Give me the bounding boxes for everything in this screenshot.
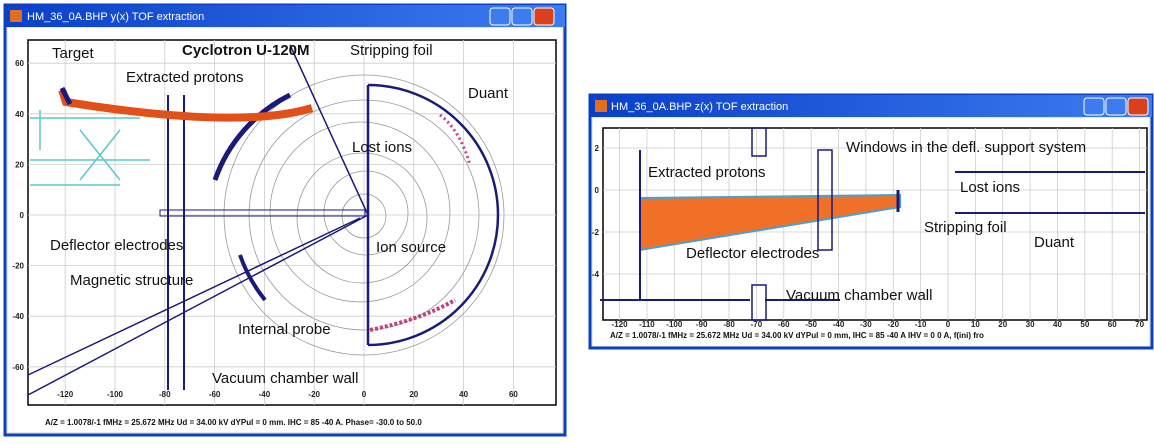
y-tick-label: -4 xyxy=(592,270,600,279)
x-tick-label: -10 xyxy=(915,320,927,329)
annotation: Extracted protons xyxy=(648,164,766,181)
app-icon xyxy=(10,10,22,22)
maximize-button[interactable] xyxy=(512,8,532,25)
window-title: HM_36_0A.BHP y(x) TOF extraction xyxy=(27,11,204,23)
x-tick-label: -120 xyxy=(612,320,629,329)
x-tick-label: -100 xyxy=(666,320,683,329)
x-tick-label: 70 xyxy=(1135,320,1144,329)
y-tick-label: 2 xyxy=(595,144,600,153)
x-tick-label: 10 xyxy=(971,320,980,329)
annotation: Lost ions xyxy=(960,179,1020,196)
annotation: Internal probe xyxy=(238,321,331,338)
app-icon xyxy=(595,100,607,112)
x-tick-label: -80 xyxy=(159,390,171,399)
x-tick-label: -20 xyxy=(308,390,320,399)
y-tick-label: -2 xyxy=(592,228,600,237)
x-tick-label: 60 xyxy=(1108,320,1117,329)
y-tick-label: 0 xyxy=(20,211,25,220)
x-tick-label: -50 xyxy=(805,320,817,329)
status-footer: A/Z = 1.0078/-1 fMHz = 25.672 MHz Ud = 3… xyxy=(45,418,422,427)
maximize-button[interactable] xyxy=(1106,98,1126,115)
x-tick-label: 60 xyxy=(509,390,518,399)
window-title: HM_36_0A.BHP z(x) TOF extraction xyxy=(611,101,788,113)
x-tick-label: -20 xyxy=(887,320,899,329)
x-tick-label: 30 xyxy=(1026,320,1035,329)
x-tick-label: 0 xyxy=(362,390,367,399)
x-tick-label: 40 xyxy=(459,390,468,399)
y-tick-label: -60 xyxy=(12,363,24,372)
annotation: Ion source xyxy=(376,239,446,256)
x-tick-label: 40 xyxy=(1053,320,1062,329)
x-tick-label: -40 xyxy=(259,390,271,399)
annotation: Duant xyxy=(1034,234,1075,251)
minimize-button[interactable] xyxy=(1084,98,1104,115)
x-tick-label: 0 xyxy=(946,320,951,329)
annotation: Deflector electrodes xyxy=(686,245,819,262)
x-tick-label: -90 xyxy=(696,320,708,329)
annotation: Extracted protons xyxy=(126,69,244,86)
y-tick-label: 60 xyxy=(15,59,24,68)
screenshot: HM_36_0A.BHP y(x) TOF extraction HM_36_0… xyxy=(0,0,1154,439)
x-tick-label: -60 xyxy=(778,320,790,329)
annotation: Deflector electrodes xyxy=(50,237,183,254)
annotation: Windows in the defl. support system xyxy=(846,139,1086,156)
annotation: Vacuum chamber wall xyxy=(786,287,932,304)
x-tick-label: -80 xyxy=(723,320,735,329)
annotation: Stripping foil xyxy=(924,219,1007,236)
annotation: Duant xyxy=(468,85,509,102)
x-tick-label: 50 xyxy=(1080,320,1089,329)
x-tick-label: -60 xyxy=(209,390,221,399)
annotation: Stripping foil xyxy=(350,42,433,59)
x-tick-label: -110 xyxy=(639,320,655,329)
annotation: Magnetic structure xyxy=(70,272,193,289)
minimize-button[interactable] xyxy=(490,8,510,25)
close-button[interactable] xyxy=(1128,98,1148,115)
x-tick-label: -40 xyxy=(833,320,845,329)
x-tick-label: -120 xyxy=(57,390,74,399)
page: {"windows":[ {"title":"HM_36_0A.BHP y(x)… xyxy=(0,0,1154,439)
status-footer: A/Z = 1.0078/-1 fMHz = 25.672 MHz Ud = 3… xyxy=(610,331,984,340)
x-tick-label: -100 xyxy=(107,390,124,399)
y-tick-label: 20 xyxy=(15,160,24,169)
annotation: Target xyxy=(52,45,95,62)
x-tick-label: -30 xyxy=(860,320,872,329)
y-tick-label: -40 xyxy=(12,312,24,321)
y-tick-label: 0 xyxy=(595,186,600,195)
annotation: Vacuum chamber wall xyxy=(212,370,358,387)
y-tick-label: -20 xyxy=(12,262,24,271)
x-tick-label: 20 xyxy=(998,320,1007,329)
x-tick-label: 20 xyxy=(409,390,418,399)
close-button[interactable] xyxy=(534,8,554,25)
plot-title: Cyclotron U-120M xyxy=(182,42,310,59)
x-tick-label: -70 xyxy=(751,320,763,329)
annotation: Lost ions xyxy=(352,139,412,156)
y-tick-label: 40 xyxy=(15,110,24,119)
